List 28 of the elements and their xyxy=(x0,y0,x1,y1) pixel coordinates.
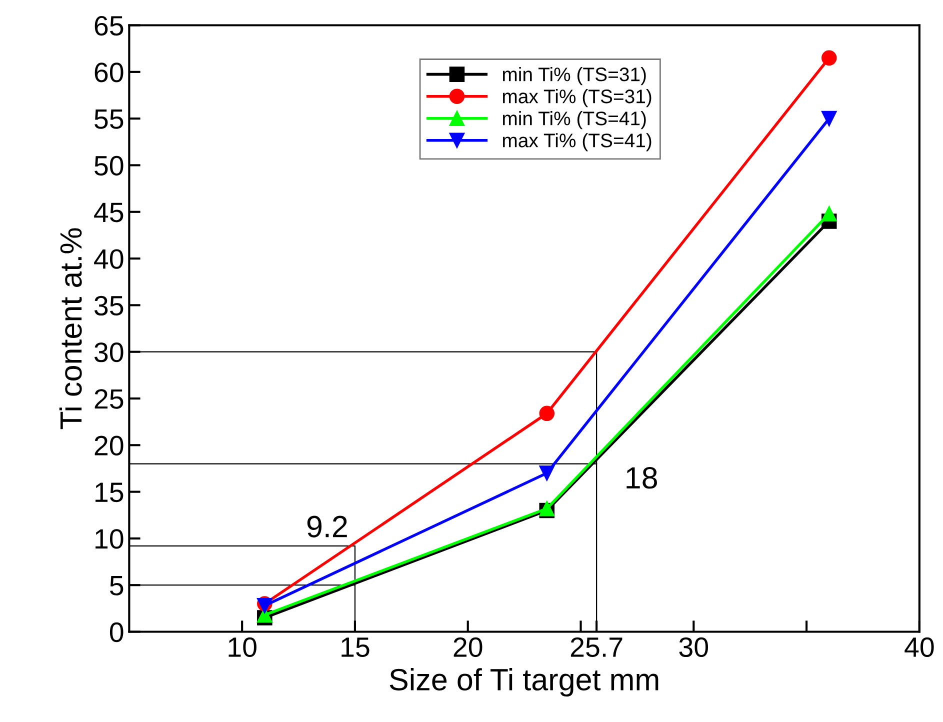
y-tick-label: 50 xyxy=(94,156,124,176)
y-tick-label: 25 xyxy=(94,389,124,409)
annotation: 9.2 xyxy=(307,516,347,538)
y-tick-label: 40 xyxy=(94,249,124,269)
y-tick-label: 20 xyxy=(94,436,124,456)
x-tick-label: 20 xyxy=(454,637,482,658)
x-tick-label: 25.7 xyxy=(570,637,622,658)
legend-label: max Ti% (TS=31) xyxy=(502,89,652,108)
x-tick-label: 15 xyxy=(342,638,370,658)
x-tick-label: 10 xyxy=(228,637,256,658)
legend-label: max Ti% (TS=41) xyxy=(502,133,652,152)
y-tick-label: 45 xyxy=(94,202,124,222)
y-tick-label: 35 xyxy=(94,296,124,316)
y-tick-label: 5 xyxy=(110,576,124,596)
x-tick-label: 40 xyxy=(904,637,934,658)
y-tick-label: 0 xyxy=(110,622,124,642)
y-tick-label: 10 xyxy=(96,529,124,549)
y-axis-title: Ti content at.% xyxy=(59,228,82,430)
legend-label: min Ti% (TS=41) xyxy=(502,111,646,130)
annotation: 18 xyxy=(626,467,657,489)
legend-label: min Ti% (TS=31) xyxy=(502,67,646,86)
y-tick-label: 30 xyxy=(94,342,124,362)
y-tick-label: 15 xyxy=(96,482,124,502)
y-tick-label: 65 xyxy=(94,16,124,36)
y-tick-label: 60 xyxy=(94,62,124,82)
x-tick-label: 30 xyxy=(679,637,708,658)
y-tick-label: 55 xyxy=(94,110,124,129)
x-axis-title: Size of Ti target mm xyxy=(390,668,658,697)
